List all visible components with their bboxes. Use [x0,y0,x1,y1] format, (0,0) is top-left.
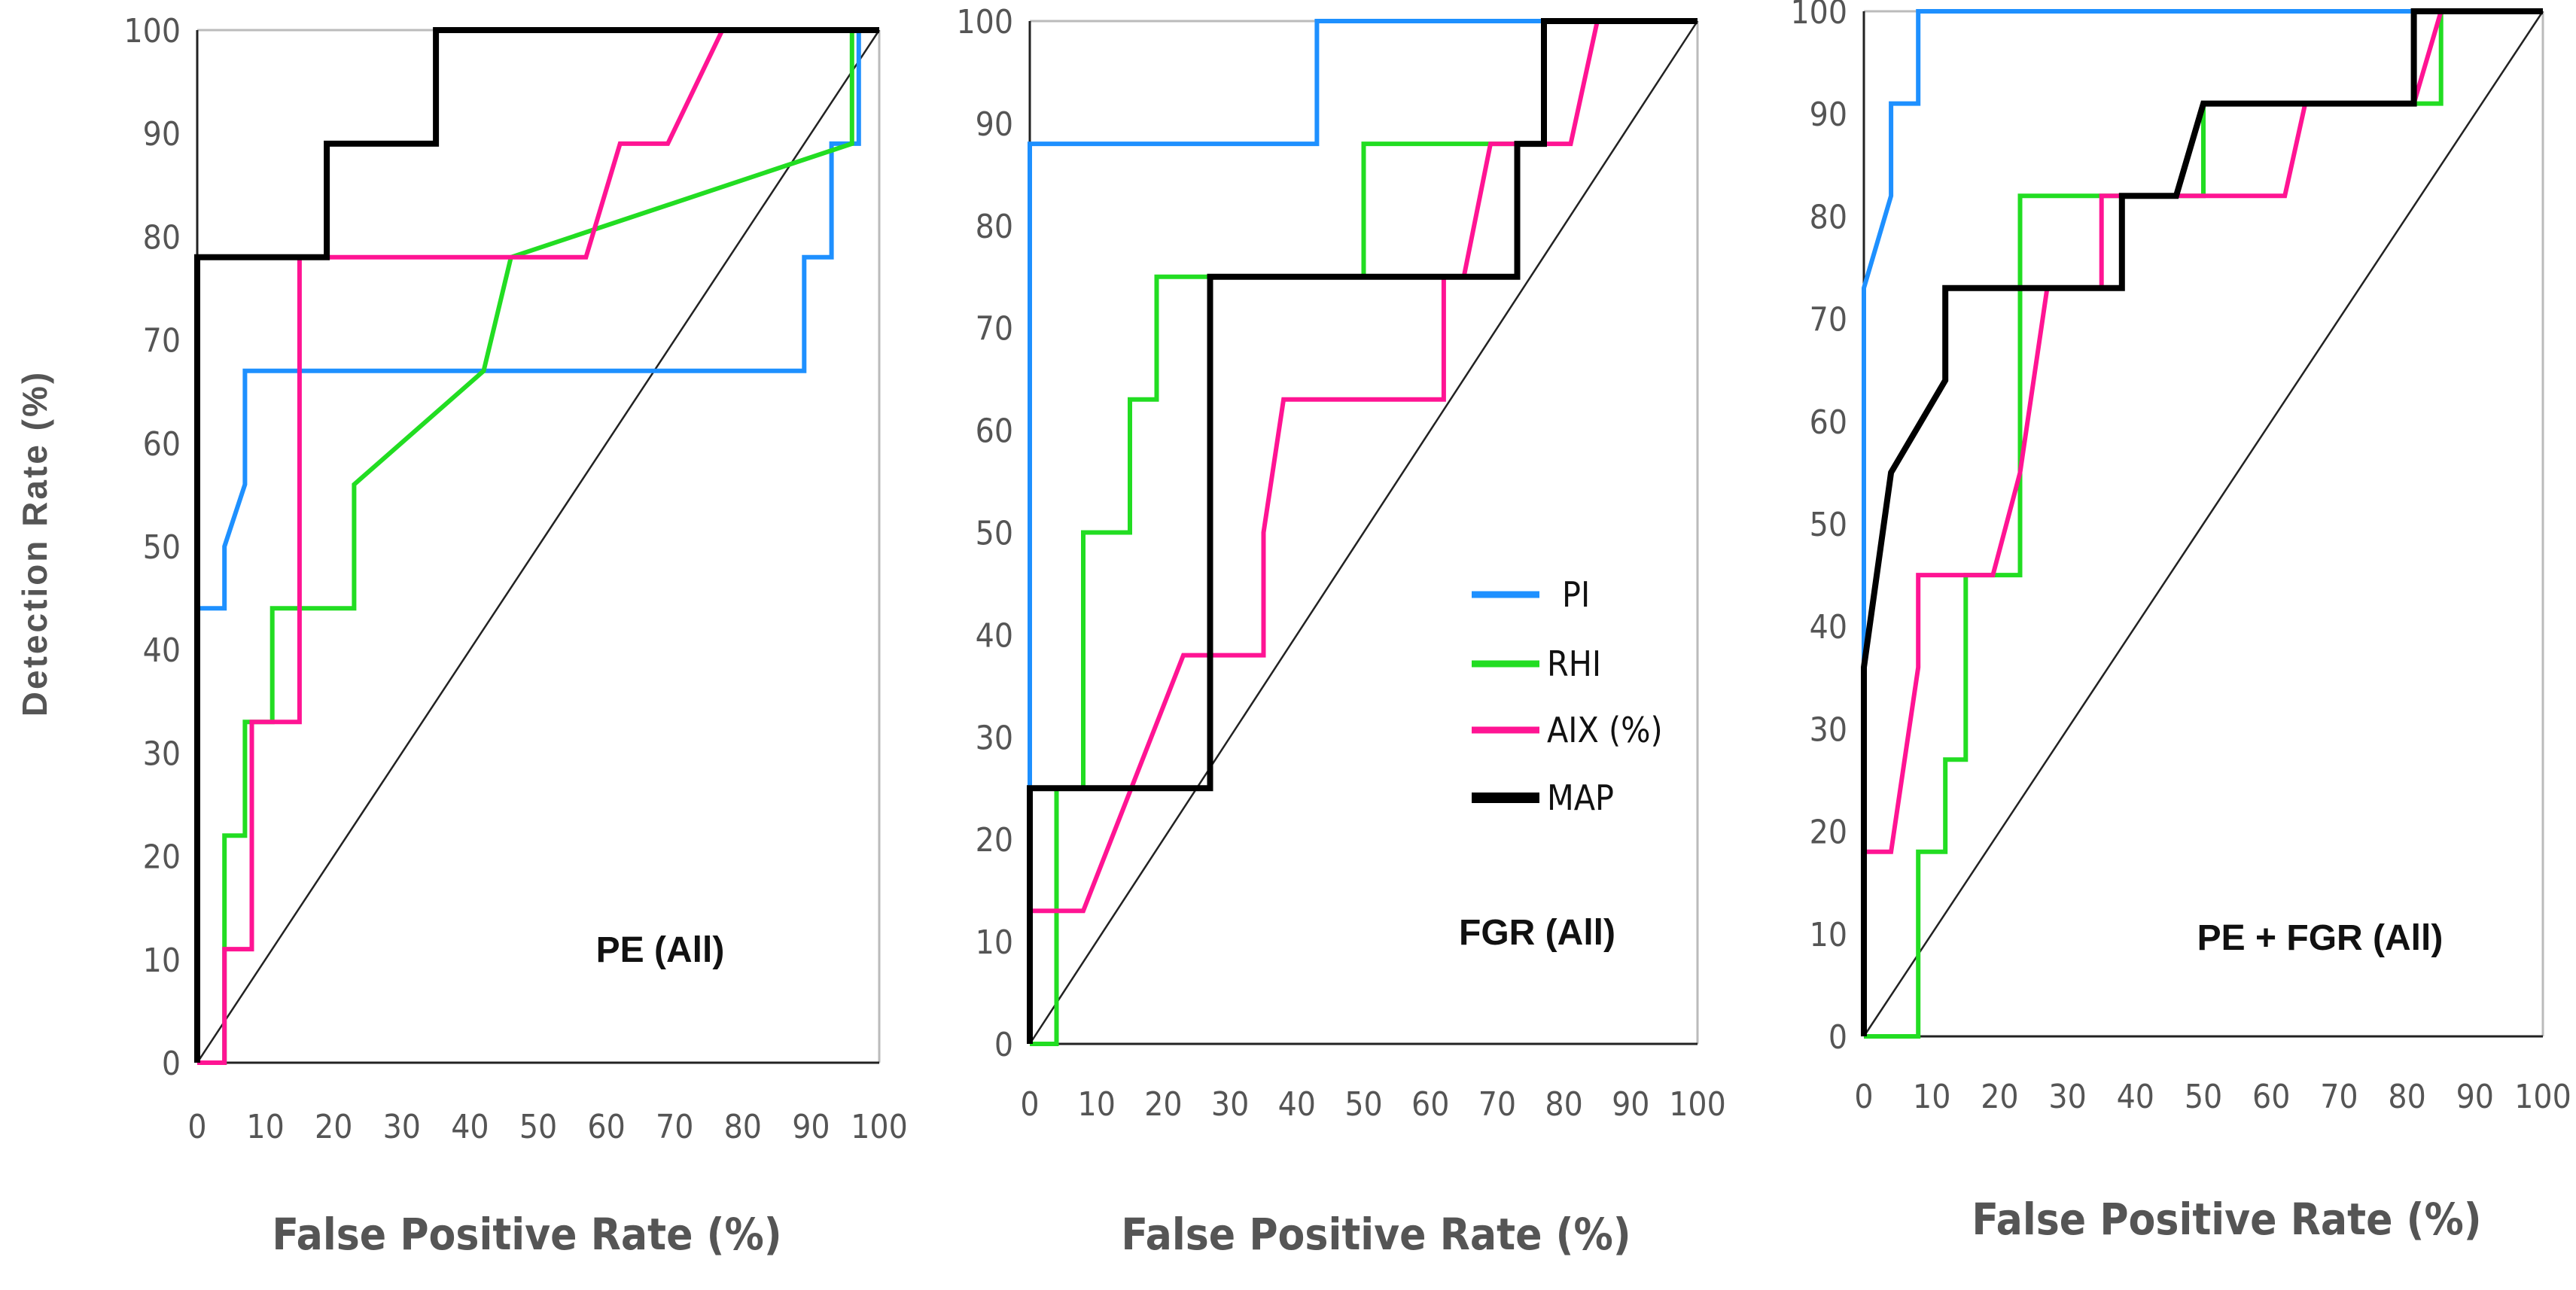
x-tick-label: 40 [451,1108,489,1146]
legend: PI RHI AIX (%) MAP [1472,574,1663,818]
x-tick-label: 20 [1144,1085,1182,1124]
y-tick-label: 20 [1810,814,1847,852]
y-tick-label: 70 [143,322,181,361]
x-tick-label: 100 [851,1108,908,1146]
panel-title: PE (All) [596,930,725,970]
y-tick-label: 80 [1810,198,1847,236]
x-tick-label: 50 [519,1108,557,1146]
legend-label-aix: AIX (%) [1547,710,1663,750]
y-tick-label: 60 [143,425,181,464]
y-tick-label: 90 [143,115,181,154]
y-tick-label: 30 [1810,710,1847,749]
series-line-map [1861,8,2543,1036]
series-line-map [1027,18,1698,1044]
x-tick-label: 90 [792,1108,830,1146]
y-tick-label: 100 [956,3,1013,41]
y-tick-label: 80 [976,208,1013,246]
y-tick-label: 10 [1810,916,1847,954]
roc-panel-pe-fgr: 00 10 10 20 20 30 30 40 40 50 50 60 60 70 70 80 80 90 90 10… [1790,0,2571,1245]
y-tick-label: 30 [143,735,181,773]
x-tick-label: 100 [2514,1078,2571,1116]
y-tick-label: 50 [976,515,1013,553]
x-tick-label: 30 [383,1108,421,1146]
y-tick-label: 10 [976,923,1013,962]
y-tick-label: 30 [976,719,1013,757]
reference-diagonal [1862,11,2544,1037]
series-line-rhi [197,28,879,1065]
y-tick-label: 100 [1790,0,1847,32]
reference-diagonal [196,29,881,1063]
y-tick-label: 60 [1810,403,1847,442]
x-tick-label: 90 [2456,1078,2494,1116]
x-tick-label: 70 [1478,1085,1516,1124]
x-tick-label: 50 [2185,1078,2222,1116]
plot-area: 00 10 10 20 20 30 30 40 40 50 50 60 60 70 70 80 80 90 90 10… [956,3,1725,1124]
roc-panel-pe: 00 10 10 20 20 30 30 40 40 50 50 60 60 70 70 80 80 90 90 10… [15,12,908,1260]
x-axis-label: False Positive Rate (%) [1972,1194,2481,1245]
x-tick-label: 10 [246,1108,284,1146]
y-tick-label: 100 [123,12,181,50]
panel-title: FGR (All) [1459,913,1615,953]
legend-label-pi: PI [1562,574,1590,615]
series-line-pi [195,28,879,1063]
x-tick-label: 60 [587,1108,625,1146]
x-tick-label: 60 [2252,1078,2290,1116]
panel-title: PE + FGR (All) [2197,918,2444,958]
y-tick-label: 50 [143,528,181,567]
y-tick-label: 0 [994,1026,1013,1064]
y-tick-label: 20 [976,821,1013,859]
x-tick-label: 10 [1078,1085,1116,1124]
series-line-aix [197,28,879,1065]
y-tick-label: 20 [143,838,181,877]
x-tick-label: 40 [2117,1078,2154,1116]
x-tick-label: 50 [1344,1085,1382,1124]
y-tick-label: 60 [976,412,1013,451]
series-line-map [194,27,879,1063]
legend-label-map: MAP [1547,777,1614,818]
x-tick-label: 80 [2388,1078,2425,1116]
x-tick-label: 10 [1913,1078,1950,1116]
x-tick-label: 80 [1545,1085,1582,1124]
x-tick-label: 60 [1411,1085,1449,1124]
y-tick-label: 0 [1828,1018,1847,1057]
roc-panel-fgr: 00 10 10 20 20 30 30 40 40 50 50 60 60 70 70 80 80 90 90 10… [956,3,1725,1260]
x-tick-label: 90 [1612,1085,1649,1124]
legend-label-rhi: RHI [1547,643,1601,684]
x-tick-label: 70 [656,1108,693,1146]
y-tick-label: 10 [143,942,181,980]
x-tick-label: 20 [1981,1078,2018,1116]
plot-area: 00 10 10 20 20 30 30 40 40 50 50 60 60 70 70 80 80 90 90 10… [123,12,907,1146]
y-tick-label: 80 [143,218,181,257]
series-line-pi [1862,9,2543,1036]
y-tick-label: 90 [1810,96,1847,134]
x-tick-label: 0 [1854,1078,1873,1116]
x-tick-label: 30 [2048,1078,2086,1116]
x-tick-label: 0 [1020,1085,1039,1124]
y-tick-label: 40 [976,616,1013,655]
x-axis-label: False Positive Rate (%) [272,1209,781,1260]
y-tick-label: 90 [976,105,1013,144]
y-tick-label: 50 [1810,506,1847,544]
x-tick-label: 100 [1669,1085,1726,1124]
x-tick-label: 80 [724,1108,762,1146]
x-tick-label: 20 [315,1108,352,1146]
series-line-pi [1028,19,1698,1044]
y-tick-label: 40 [1810,608,1847,647]
y-tick-label: 0 [162,1045,181,1083]
y-axis-label: Detection Rate (%) [15,370,54,716]
x-tick-label: 30 [1211,1085,1249,1124]
plot-area: 00 10 10 20 20 30 30 40 40 50 50 60 60 70 70 80 80 90 90 10… [1790,0,2571,1116]
y-tick-label: 70 [1810,301,1847,339]
reference-diagonal [1028,20,1699,1045]
y-tick-label: 40 [143,631,181,670]
x-tick-label: 0 [187,1108,206,1146]
series-line-aix [1028,19,1698,1044]
y-tick-label: 70 [976,310,1013,348]
x-tick-label: 40 [1278,1085,1316,1124]
x-tick-label: 70 [2320,1078,2358,1116]
x-axis-label: False Positive Rate (%) [1121,1209,1631,1260]
